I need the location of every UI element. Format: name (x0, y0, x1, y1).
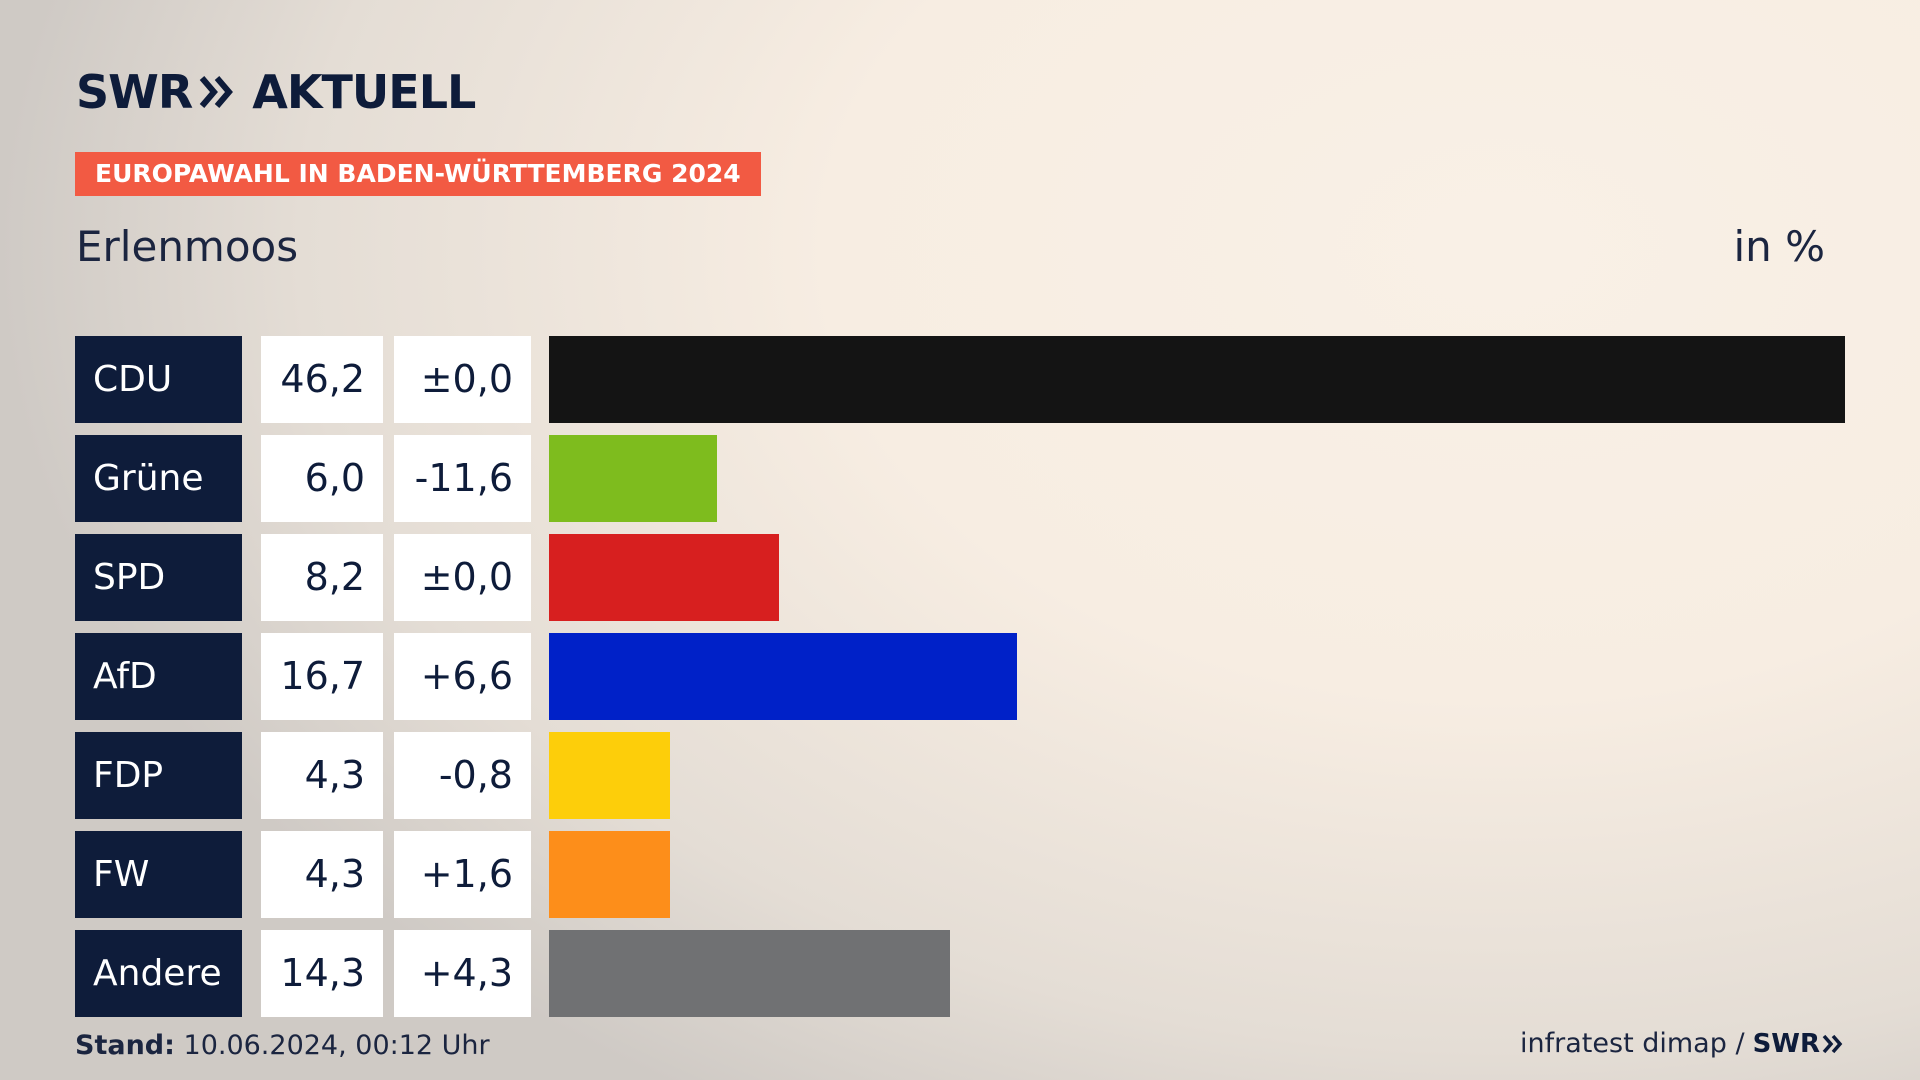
result-row: Grüne 6,0 -11,6 (75, 435, 1845, 522)
result-bar (549, 831, 670, 918)
election-badge: EUROPAWAHL IN BADEN-WÜRTTEMBERG 2024 (75, 152, 761, 196)
vote-share: 46,2 (261, 336, 383, 423)
logo-aktuell-text: AKTUELL (252, 65, 476, 119)
double-chevron-icon (1822, 1034, 1843, 1053)
result-bar (549, 732, 670, 819)
result-row: Andere 14,3 +4,3 (75, 930, 1845, 1017)
party-label: CDU (75, 336, 242, 423)
source-text: infratest dimap / (1520, 1028, 1745, 1059)
vote-change: ±0,0 (394, 534, 531, 621)
party-label: Andere (75, 930, 242, 1017)
result-row: FW 4,3 +1,6 (75, 831, 1845, 918)
result-bar (549, 435, 717, 522)
result-bar (549, 633, 1017, 720)
result-row: CDU 46,2 ±0,0 (75, 336, 1845, 423)
vote-share: 16,7 (261, 633, 383, 720)
result-row: AfD 16,7 +6,6 (75, 633, 1845, 720)
party-label: FDP (75, 732, 242, 819)
vote-change: +1,6 (394, 831, 531, 918)
source-credit: infratest dimap / SWR (1520, 1028, 1844, 1059)
party-label: AfD (75, 633, 242, 720)
result-bar (549, 534, 779, 621)
vote-change: +6,6 (394, 633, 531, 720)
mini-logo-text: SWR (1752, 1028, 1820, 1059)
stand-value: 10.06.2024, 00:12 Uhr (183, 1030, 490, 1061)
party-label: FW (75, 831, 242, 918)
vote-share: 14,3 (261, 930, 383, 1017)
result-bar (549, 336, 1845, 423)
swr-aktuell-logo: SWR AKTUELL (76, 65, 476, 119)
double-chevron-icon (200, 76, 234, 108)
vote-change: -0,8 (394, 732, 531, 819)
result-row: SPD 8,2 ±0,0 (75, 534, 1845, 621)
vote-change: ±0,0 (394, 336, 531, 423)
stand-label: Stand: (75, 1030, 175, 1061)
vote-change: -11,6 (394, 435, 531, 522)
vote-share: 8,2 (261, 534, 383, 621)
vote-share: 6,0 (261, 435, 383, 522)
swr-mini-logo: SWR (1753, 1029, 1844, 1059)
place-title: Erlenmoos (76, 222, 299, 271)
timestamp: Stand: 10.06.2024, 00:12 Uhr (75, 1030, 490, 1061)
party-label: Grüne (75, 435, 242, 522)
result-row: FDP 4,3 -0,8 (75, 732, 1845, 819)
result-bar (549, 930, 950, 1017)
party-label: SPD (75, 534, 242, 621)
unit-label: in % (1733, 222, 1825, 271)
vote-change: +4,3 (394, 930, 531, 1017)
logo-swr-text: SWR (76, 65, 193, 119)
vote-share: 4,3 (261, 831, 383, 918)
vote-share: 4,3 (261, 732, 383, 819)
